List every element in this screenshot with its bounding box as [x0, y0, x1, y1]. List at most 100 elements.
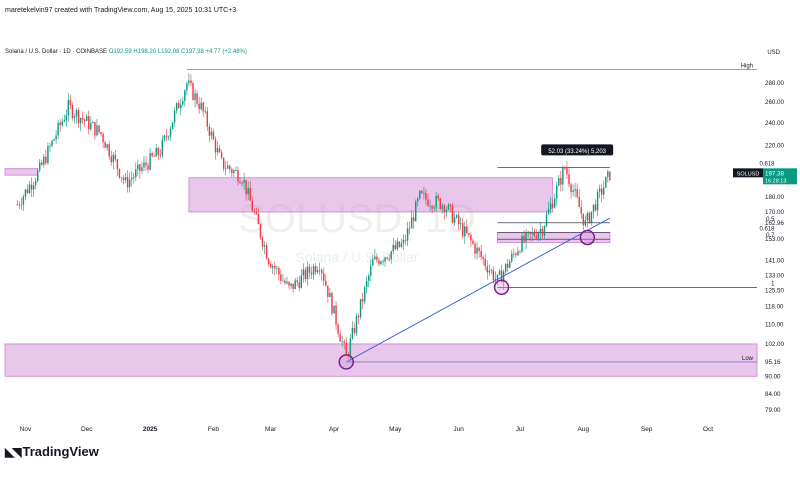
candle-body: [363, 287, 366, 302]
candle-body: [325, 280, 327, 286]
candle-body: [496, 274, 499, 279]
candle-body: [543, 226, 546, 236]
candle-body: [603, 187, 605, 195]
candle-body: [423, 193, 425, 194]
candle-body: [24, 189, 27, 197]
price-axis[interactable]: 79.0084.0090.0095.16102.00110.00118.0012…: [733, 80, 797, 414]
candle-body: [130, 178, 133, 180]
candle-body: [104, 142, 106, 148]
candle-body: [368, 275, 370, 281]
candle-body: [169, 128, 172, 137]
candle-body: [153, 156, 155, 157]
tradingview-brand[interactable]: ◣◥ TradingView: [5, 444, 99, 459]
candle-body: [86, 116, 88, 121]
time-axis[interactable]: Nov Dec 2025 Feb Mar Apr May Jun Jul Aug Sep Oct: [20, 426, 714, 433]
measure-tag: [541, 144, 614, 156]
candle-body: [45, 156, 47, 164]
candle-body: [572, 190, 574, 193]
candle-body: [276, 268, 278, 269]
candle-body: [584, 220, 587, 226]
candle-body: [449, 204, 452, 206]
candle-body: [351, 327, 354, 339]
currency-label: USD: [767, 50, 780, 56]
candle-body: [539, 228, 542, 233]
candle-body: [468, 233, 470, 235]
candle-body: [443, 205, 446, 213]
hline-label-3: 0.5: [766, 217, 775, 223]
candle-body: [28, 184, 31, 193]
candle-body: [92, 122, 94, 123]
candle-body: [498, 270, 501, 275]
candle-body: [406, 228, 409, 241]
candle-body: [341, 341, 343, 343]
candle-body: [216, 148, 219, 153]
candle-body: [547, 208, 550, 215]
close-value: C197.38: [181, 49, 204, 55]
candle-body: [43, 156, 45, 165]
candle-body: [98, 125, 100, 133]
candle-body: [570, 184, 572, 193]
candle-body: [194, 93, 196, 100]
candle-body: [596, 191, 599, 211]
candle-body: [16, 204, 18, 206]
time-tick-label: Feb: [208, 426, 220, 433]
candle-body: [63, 120, 65, 122]
candle-body: [451, 205, 454, 223]
candle-body: [32, 185, 35, 190]
candle-body: [374, 256, 376, 260]
candle-body: [435, 195, 437, 208]
candle-body: [81, 118, 84, 120]
candle-body: [592, 204, 595, 212]
candle-body: [566, 167, 568, 175]
candle-body: [106, 144, 108, 148]
candle-body: [598, 188, 601, 192]
candle-body: [551, 203, 554, 208]
candle-body: [331, 292, 333, 314]
candle-body: [417, 198, 419, 202]
hline-label-0: High: [741, 63, 753, 69]
candle-body: [184, 90, 186, 101]
candles-layer: [16, 73, 611, 362]
candle-body: [365, 280, 368, 288]
candle-body: [412, 217, 415, 222]
candle-body: [114, 154, 117, 160]
candle-body: [408, 228, 411, 230]
candle-body: [280, 274, 282, 281]
price-tick-label: 95.16: [765, 359, 781, 366]
tradingview-logo-icon: ◣◥: [5, 444, 22, 459]
candle-body: [327, 285, 329, 298]
hline-label-2: 0.618: [759, 161, 775, 167]
candle-body: [200, 102, 202, 110]
candle-body: [135, 169, 137, 177]
candle-body: [79, 118, 82, 124]
candle-body: [149, 153, 151, 170]
candle-body: [556, 185, 558, 199]
candle-body: [425, 193, 427, 200]
candle-body: [300, 275, 303, 288]
candle-body: [245, 180, 247, 195]
candle-body: [292, 283, 294, 290]
candle-body: [402, 239, 405, 244]
time-tick-label: Jun: [453, 426, 464, 433]
candle-body: [482, 256, 484, 260]
candle-body: [488, 270, 491, 273]
candle-body: [284, 280, 286, 284]
candle-body: [357, 315, 360, 318]
candle-body: [157, 147, 159, 155]
candle-body: [41, 162, 43, 165]
candle-body: [316, 270, 319, 273]
candle-body: [321, 269, 323, 274]
last-price-symbol-tag: [733, 168, 763, 178]
price-tick-label: 180.00: [765, 194, 784, 201]
candle-body: [466, 226, 468, 234]
candle-body: [57, 122, 59, 136]
candle-body: [404, 239, 407, 241]
low-value: L192.08: [157, 49, 180, 55]
candle-body: [506, 263, 509, 268]
candle-body: [133, 176, 135, 179]
last-price-countdown: 16:28:13: [765, 178, 786, 184]
time-tick-label: Jul: [516, 426, 525, 433]
candle-body: [502, 271, 505, 283]
zone-0: [4, 168, 39, 176]
